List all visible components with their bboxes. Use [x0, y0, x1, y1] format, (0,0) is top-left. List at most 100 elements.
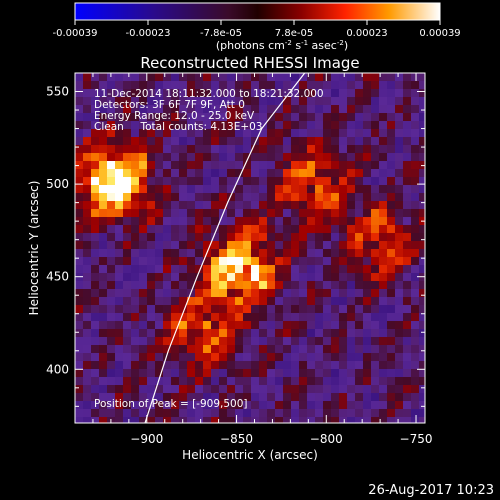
heatmap-cell	[307, 257, 316, 266]
heatmap-cell	[323, 249, 332, 258]
heatmap-cell	[83, 241, 92, 250]
heatmap-cell	[323, 257, 332, 266]
heatmap-cell	[355, 161, 364, 170]
heatmap-cell	[147, 201, 156, 210]
heatmap-cell	[371, 273, 380, 282]
heatmap-cell	[411, 225, 420, 234]
heatmap-cell	[171, 385, 180, 394]
heatmap-cell	[139, 297, 148, 306]
heatmap-cell	[179, 273, 188, 282]
heatmap-cell	[163, 81, 172, 90]
heatmap-cell	[195, 169, 204, 178]
heatmap-cell	[243, 129, 252, 138]
heatmap-cell	[131, 369, 140, 378]
heatmap-cell	[219, 105, 228, 114]
heatmap-cell	[139, 321, 148, 330]
heatmap-cell	[123, 89, 132, 98]
heatmap-cell	[403, 225, 412, 234]
heatmap-cell	[195, 137, 204, 146]
heatmap-cell	[91, 369, 100, 378]
heatmap-cell	[155, 185, 164, 194]
heatmap-cell	[283, 353, 292, 362]
heatmap-cell	[227, 369, 236, 378]
heatmap-cell	[227, 233, 236, 242]
heatmap-cell	[315, 129, 324, 138]
heatmap-cell	[339, 377, 348, 386]
heatmap-cell	[275, 417, 284, 423]
heatmap-cell	[307, 129, 316, 138]
heatmap-cell	[75, 153, 84, 162]
heatmap-cell	[163, 249, 172, 258]
heatmap-cell	[283, 345, 292, 354]
heatmap-cell	[195, 113, 204, 122]
heatmap-cell	[291, 89, 300, 98]
heatmap-cell	[419, 81, 425, 90]
heatmap-cell	[363, 217, 372, 226]
heatmap-cell	[347, 153, 356, 162]
heatmap-cell	[115, 361, 124, 370]
heatmap-cell	[387, 105, 396, 114]
heatmap-cell	[379, 337, 388, 346]
heatmap-cell	[131, 81, 140, 90]
heatmap-cell	[251, 201, 260, 210]
heatmap-cell	[403, 161, 412, 170]
heatmap-cell	[363, 409, 372, 418]
heatmap-cell	[163, 265, 172, 274]
heatmap-cell	[83, 89, 92, 98]
heatmap-cell	[163, 241, 172, 250]
heatmap-cell	[307, 385, 316, 394]
heatmap-cell	[171, 353, 180, 362]
heatmap-cell	[363, 313, 372, 322]
heatmap-cell	[195, 153, 204, 162]
heatmap-cell	[147, 417, 156, 423]
heatmap-cell	[155, 81, 164, 90]
heatmap-cell	[235, 113, 244, 122]
heatmap-cell	[323, 73, 332, 82]
heatmap-cell	[163, 345, 172, 354]
heatmap-cell	[171, 201, 180, 210]
heatmap-cell	[187, 81, 196, 90]
heatmap-cell	[355, 193, 364, 202]
heatmap-cell	[107, 345, 116, 354]
heatmap-cell	[203, 273, 212, 282]
heatmap-cell	[371, 417, 380, 423]
heatmap-cell	[163, 129, 172, 138]
heatmap-cell	[211, 177, 220, 186]
heatmap-cell	[355, 265, 364, 274]
heatmap-cell	[331, 369, 340, 378]
heatmap-cell	[387, 129, 396, 138]
heatmap-cell	[251, 417, 260, 423]
heatmap-cell	[107, 201, 116, 210]
heatmap-cell	[75, 401, 84, 410]
heatmap-cell	[155, 273, 164, 282]
heatmap-cell	[107, 185, 116, 194]
heatmap-cell	[339, 121, 348, 130]
heatmap-cell	[363, 153, 372, 162]
heatmap-cell	[403, 417, 412, 423]
heatmap-cell	[155, 201, 164, 210]
heatmap-cell	[323, 201, 332, 210]
heatmap-cell	[123, 361, 132, 370]
heatmap-cell	[355, 129, 364, 138]
heatmap-cell	[115, 417, 124, 423]
heatmap-cell	[379, 329, 388, 338]
heatmap-cell	[227, 185, 236, 194]
heatmap-cell	[323, 121, 332, 130]
heatmap-cell	[139, 193, 148, 202]
heatmap-cell	[403, 385, 412, 394]
heatmap-cell	[379, 353, 388, 362]
heatmap-cell	[99, 145, 108, 154]
heatmap-cell	[203, 233, 212, 242]
heatmap-cell	[331, 281, 340, 290]
heatmap-cell	[331, 361, 340, 370]
heatmap-cell	[283, 89, 292, 98]
heatmap-cell	[91, 169, 100, 178]
heatmap-cell	[187, 401, 196, 410]
heatmap-cell	[251, 217, 260, 226]
heatmap-cell	[283, 417, 292, 423]
heatmap-cell	[307, 417, 316, 423]
heatmap-cell	[307, 281, 316, 290]
heatmap-cell	[235, 369, 244, 378]
heatmap-cell	[379, 281, 388, 290]
